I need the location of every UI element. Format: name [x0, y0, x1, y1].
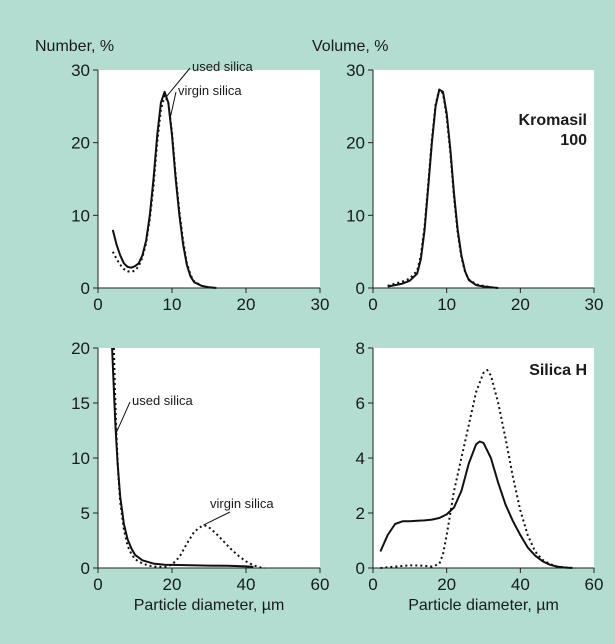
plot-area — [98, 70, 320, 288]
y-axis-label: Number, % — [35, 38, 114, 55]
y-tick-label: 4 — [356, 449, 365, 468]
plot-area — [373, 348, 594, 568]
series-line-solid — [111, 347, 254, 568]
y-tick-label: 0 — [81, 559, 90, 578]
x-tick-label: 0 — [368, 575, 377, 594]
y-tick-label: 2 — [356, 504, 365, 523]
annotation-leader — [170, 91, 177, 117]
x-tick-label: 10 — [163, 295, 182, 314]
x-tick-label: 40 — [511, 575, 530, 594]
x-axis-label: Particle diameter, µm — [408, 597, 559, 614]
x-tick-label: 40 — [237, 575, 256, 594]
annotation-leader — [203, 511, 231, 526]
y-tick-label: 0 — [81, 279, 90, 298]
annotation-leader — [115, 401, 131, 435]
chart-panel-4: 0 2 4 6 8 0 20 40 60 Particle diameter, µm Silica … — [356, 339, 604, 614]
chart-panel-3: 0 5 10 15 20 0 20 40 60 Particle diameter, µm used… — [71, 339, 329, 614]
y-tick-label: 10 — [346, 206, 365, 225]
series-line-dotted — [387, 88, 499, 289]
annotation-label: virgin silica — [210, 496, 274, 511]
y-tick-label: 20 — [71, 134, 90, 153]
x-tick-label: 60 — [585, 575, 604, 594]
series-line-solid — [387, 88, 499, 289]
y-tick-label: 10 — [71, 449, 90, 468]
annotation-leader — [166, 67, 191, 97]
x-tick-label: 0 — [93, 295, 102, 314]
series-line-dotted — [112, 347, 265, 569]
y-tick-label: 0 — [356, 279, 365, 298]
plot-area — [373, 70, 594, 288]
y-tick-label: 30 — [346, 61, 365, 80]
x-tick-label: 20 — [511, 295, 530, 314]
plot-area — [98, 348, 320, 568]
annotation-label: used silica — [192, 59, 253, 74]
x-axis-label: Particle diameter, µm — [134, 597, 285, 614]
annotation-label: used silica — [132, 393, 193, 408]
y-tick-label: 6 — [356, 394, 365, 413]
annotation-label: virgin silica — [178, 83, 242, 98]
x-tick-label: 10 — [437, 295, 456, 314]
series-line-solid — [111, 90, 217, 289]
x-tick-label: 20 — [437, 575, 456, 594]
chart-panel-2: 0 10 20 30 0 10 20 30 Volume, % Kromasil 100 — [312, 38, 603, 314]
series-line-solid — [379, 440, 572, 569]
x-tick-label: 0 — [93, 575, 102, 594]
y-tick-label: 15 — [71, 394, 90, 413]
x-tick-label: 60 — [311, 575, 330, 594]
y-tick-label: 0 — [356, 559, 365, 578]
series-line-dotted — [111, 94, 217, 289]
x-tick-label: 30 — [585, 295, 604, 314]
y-tick-label: 8 — [356, 339, 365, 358]
y-tick-label: 30 — [71, 61, 90, 80]
x-tick-label: 20 — [237, 295, 256, 314]
y-tick-label: 20 — [346, 134, 365, 153]
chart-panel-1: 0 10 20 30 0 10 20 30 Number, % used silica virgin… — [35, 38, 329, 314]
y-tick-label: 10 — [71, 206, 90, 225]
x-tick-label: 30 — [311, 295, 330, 314]
y-tick-label: 5 — [81, 504, 90, 523]
x-tick-label: 0 — [368, 295, 377, 314]
y-tick-label: 20 — [71, 339, 90, 358]
panel-title: Kromasil 100 — [519, 112, 588, 149]
x-tick-label: 20 — [163, 575, 182, 594]
y-axis-label: Volume, % — [312, 38, 388, 55]
panel-title: Silica H — [529, 362, 587, 379]
